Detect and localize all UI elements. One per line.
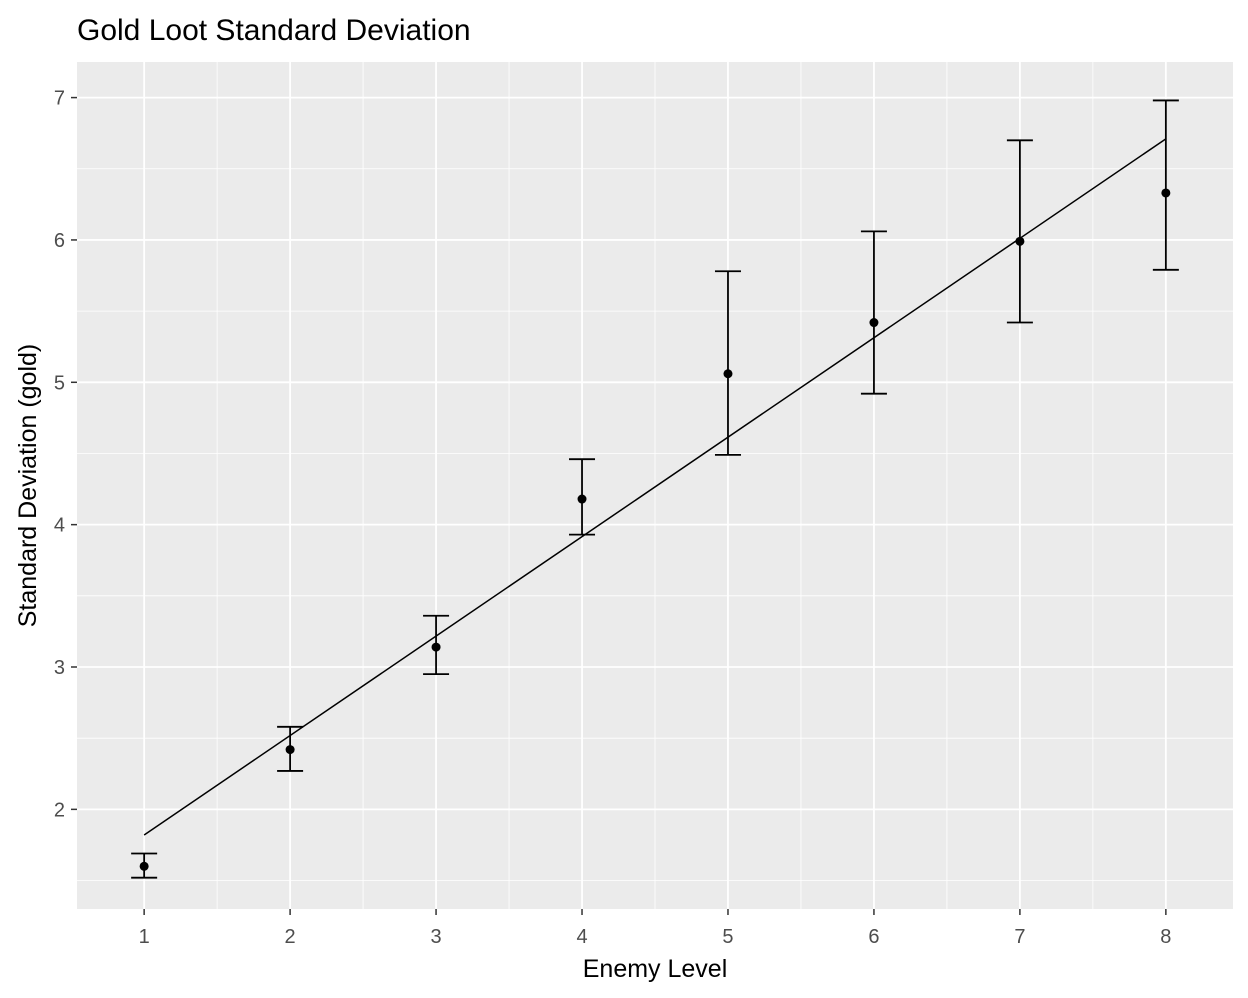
x-tick-label: 7 [1014, 926, 1025, 948]
x-tick-label: 3 [430, 926, 441, 948]
grid-major [77, 62, 1233, 909]
data-point [1161, 188, 1171, 198]
grid-minor [77, 62, 1233, 909]
x-axis-title: Enemy Level [583, 955, 728, 983]
data-point [139, 861, 149, 871]
error-bar [714, 270, 741, 456]
y-tick-label: 6 [54, 230, 65, 252]
data-point [1015, 236, 1025, 246]
data-point [723, 369, 733, 379]
y-tick-label: 7 [54, 88, 65, 110]
x-tick-label: 2 [285, 926, 296, 948]
y-axis-ticks: 2 3 4 5 6 7 [54, 88, 77, 821]
y-axis-title: Standard Deviation (gold) [14, 344, 42, 628]
x-tick-label: 8 [1160, 926, 1171, 948]
y-tick-label: 3 [54, 657, 65, 679]
x-tick-label: 1 [139, 926, 150, 948]
error-bar [860, 230, 887, 395]
trend-layer [143, 138, 1167, 836]
x-tick-label: 6 [868, 926, 879, 948]
x-tick-label: 5 [722, 926, 733, 948]
data-point [869, 318, 879, 328]
data-points [139, 188, 1171, 871]
error-bar [1152, 99, 1179, 271]
y-tick-label: 5 [54, 372, 65, 394]
data-point [431, 642, 441, 652]
error-bar [1006, 139, 1033, 324]
data-point [577, 494, 587, 504]
y-tick-label: 4 [54, 515, 65, 537]
x-tick-label: 4 [576, 926, 587, 948]
trend-line [143, 138, 1167, 836]
data-point [285, 745, 295, 755]
y-tick-label: 2 [54, 799, 65, 821]
chart-title: Gold Loot Standard Deviation [77, 14, 471, 47]
x-axis-ticks: 1 2 3 4 5 6 7 8 [139, 909, 1171, 948]
error-bars [131, 99, 1179, 879]
